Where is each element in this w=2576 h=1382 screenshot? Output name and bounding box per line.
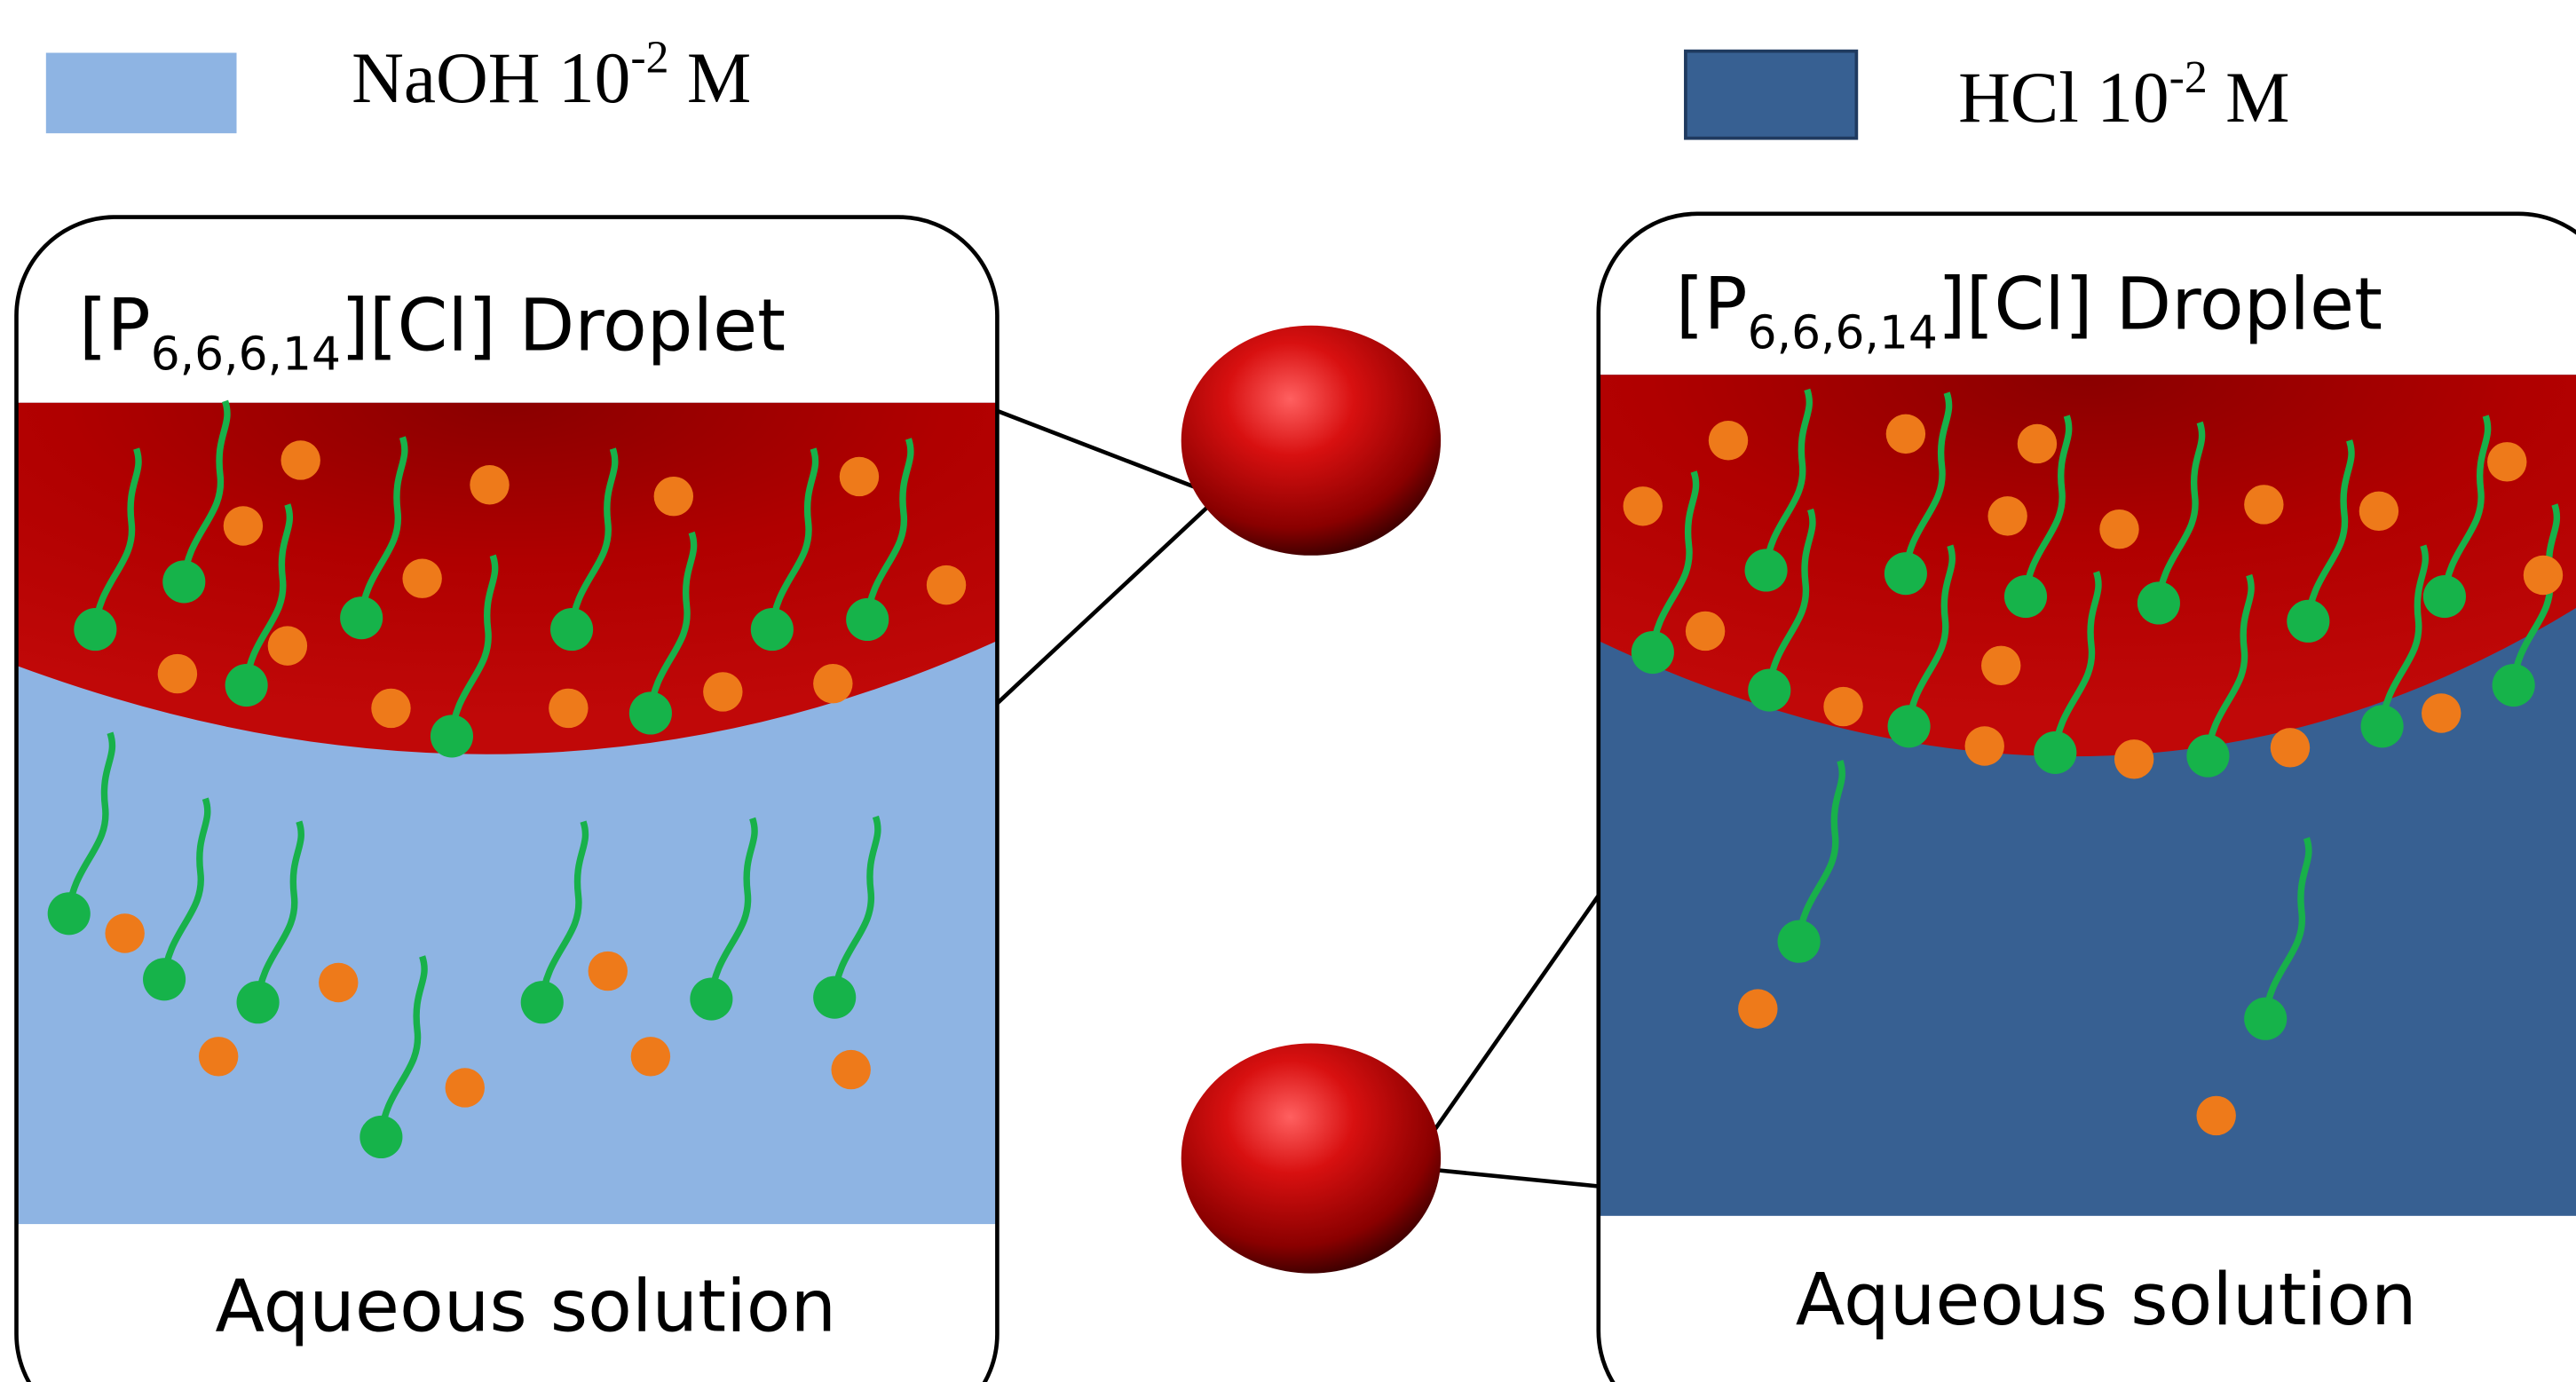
counter-ion <box>268 626 307 665</box>
counter-ion <box>1981 646 2020 685</box>
figure: NaOH 10-2 M HCl 10-2 M [P6,6,6,14][Cl] D… <box>0 0 2576 1382</box>
counter-ion <box>840 457 879 496</box>
surfactant-head <box>1632 631 1674 674</box>
counter-ion <box>1886 415 1925 454</box>
surfactant-head <box>143 958 186 1000</box>
legend-exponent: -2 <box>630 33 668 83</box>
counter-ion <box>589 952 628 991</box>
surfactant-head <box>237 981 280 1023</box>
counter-ion <box>2271 728 2310 767</box>
surfactant-head <box>1885 552 1927 595</box>
surfactant-head <box>813 976 856 1019</box>
surfactant-head <box>2361 705 2404 747</box>
legend-swatch <box>46 52 237 133</box>
surfactant-head <box>1888 705 1931 747</box>
counter-ion <box>319 963 358 1002</box>
panel-left-fill <box>17 401 998 1224</box>
surfactant-head <box>629 691 672 734</box>
counter-ion <box>703 672 742 711</box>
surfactant-head <box>550 608 593 651</box>
counter-ion <box>631 1037 670 1076</box>
counter-ion <box>831 1050 870 1089</box>
surfactant-head <box>2034 731 2076 774</box>
panel-title: [P6,6,6,14][Cl] Droplet <box>79 283 786 381</box>
legend-unit: M <box>2208 57 2290 138</box>
counter-ion <box>549 689 588 728</box>
surfactant-head <box>360 1116 402 1158</box>
counter-ion <box>281 440 320 479</box>
surfactant-head <box>162 560 205 603</box>
connector <box>1434 896 1599 1131</box>
surfactant-head <box>2186 735 2229 778</box>
panel-right-fill <box>1599 375 2576 1216</box>
counter-ion <box>224 506 263 545</box>
panel-title: [P6,6,6,14][Cl] Droplet <box>1676 262 2382 359</box>
panel-bottom-label: Aqueous solution <box>215 1264 836 1348</box>
surfactant-head <box>431 715 473 757</box>
title-text: [P <box>1676 262 1748 346</box>
surfactant-head <box>340 596 383 639</box>
legend-swatch <box>1686 51 1856 138</box>
title-text: ][Cl] Droplet <box>341 283 786 367</box>
surfactant-head <box>1778 920 1821 963</box>
surfactant-head <box>2244 998 2287 1040</box>
counter-ion <box>2114 739 2153 778</box>
counter-ion <box>2524 556 2563 595</box>
counter-ion <box>1823 687 1862 726</box>
connector <box>1434 1170 1599 1187</box>
legend-unit: M <box>669 37 752 118</box>
droplet-sphere <box>1181 326 1441 556</box>
counter-ion <box>813 664 852 703</box>
counter-ion <box>2018 424 2057 463</box>
counter-ion <box>2359 492 2398 531</box>
counter-ion <box>927 565 966 604</box>
counter-ion <box>2422 693 2461 732</box>
counter-ion <box>1709 421 1748 460</box>
counter-ion <box>105 913 144 952</box>
counter-ion <box>1738 989 1777 1028</box>
counter-ion <box>654 477 693 516</box>
surfactant-head <box>751 608 794 651</box>
connector <box>997 496 1219 703</box>
surfactant-head <box>846 598 889 641</box>
counter-ion <box>158 654 197 693</box>
title-subscript: 6,6,6,14 <box>151 328 341 382</box>
counter-ion <box>199 1037 238 1076</box>
surfactant-head <box>2004 575 2047 618</box>
counter-ion <box>1624 486 1663 525</box>
title-text: ][Cl] Droplet <box>1938 262 2382 346</box>
surfactant-head <box>48 892 91 935</box>
panel-bottom-label: Aqueous solution <box>1796 1258 2417 1342</box>
surfactant-head <box>2423 575 2466 618</box>
legend-text: NaOH 10 <box>352 37 630 118</box>
legend-exponent: -2 <box>2169 52 2208 103</box>
counter-ion <box>402 559 441 598</box>
surfactant-head <box>690 977 732 1020</box>
surfactant-head <box>74 608 116 651</box>
counter-ion <box>446 1068 485 1107</box>
counter-ion <box>2099 509 2138 549</box>
counter-ion <box>1987 496 2027 535</box>
surfactant-head <box>2137 581 2180 624</box>
surfactant-head <box>2493 664 2535 707</box>
title-subscript: 6,6,6,14 <box>1748 307 1938 360</box>
surfactant-head <box>521 981 564 1023</box>
counter-ion <box>470 465 509 504</box>
counter-ion <box>1965 726 2004 765</box>
counter-ion <box>2196 1096 2235 1135</box>
surfactant-head <box>2287 600 2329 643</box>
counter-ion <box>2244 485 2283 524</box>
surfactant-head <box>1748 669 1790 712</box>
counter-ion <box>1686 612 1725 651</box>
droplet-sphere <box>1181 1043 1441 1273</box>
legend-text: HCl 10 <box>1958 57 2169 138</box>
legend-label: NaOH 10-2 M <box>352 33 751 118</box>
counter-ion <box>371 689 410 728</box>
title-text: [P <box>79 283 151 367</box>
surfactant-head <box>1745 549 1788 591</box>
counter-ion <box>2487 442 2526 481</box>
surfactant-head <box>225 664 268 707</box>
legend-label: HCl 10-2 M <box>1958 52 2289 138</box>
